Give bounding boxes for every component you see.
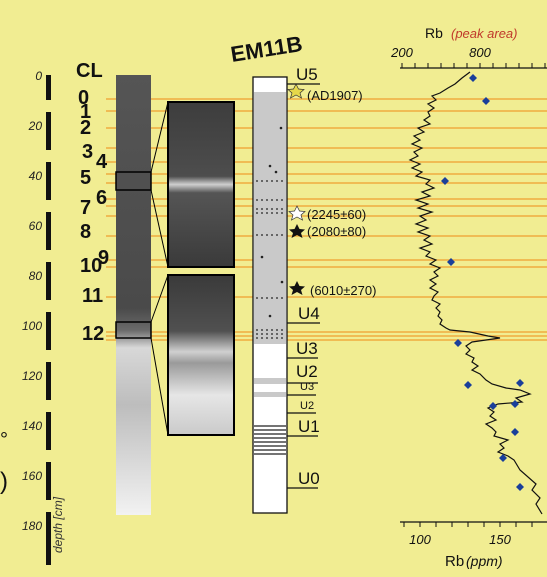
depth-tick-label: 140 bbox=[22, 419, 42, 433]
data-point bbox=[464, 381, 472, 389]
data-point bbox=[482, 97, 490, 105]
rb-plot: 200 800 Rb (peak area) 100 150 Rb (ppm) bbox=[390, 25, 547, 570]
depth-tick-label: 120 bbox=[22, 369, 42, 383]
cl-number: 2 bbox=[80, 117, 91, 139]
core-zoom-lower bbox=[167, 274, 235, 436]
data-point bbox=[469, 74, 477, 82]
cl-number: 6 bbox=[96, 187, 107, 209]
data-point bbox=[516, 379, 524, 387]
date-label: (2080±80) bbox=[307, 224, 366, 239]
depth-tick-label: 180 bbox=[22, 519, 42, 533]
rb-top-unit: (peak area) bbox=[451, 26, 517, 41]
rb-top-tick: 800 bbox=[469, 45, 491, 60]
data-point bbox=[489, 402, 497, 410]
unit-label: U4 bbox=[298, 304, 320, 323]
depth-tick-label: 160 bbox=[22, 469, 42, 483]
cl-header: CL bbox=[76, 60, 103, 82]
cl-number: 3 bbox=[82, 141, 93, 163]
cl-number: 0 bbox=[78, 87, 89, 109]
cl-number: 7 bbox=[80, 197, 91, 219]
depth-tick-label: 40 bbox=[29, 169, 43, 183]
data-point bbox=[454, 339, 462, 347]
star-icon bbox=[289, 281, 305, 295]
rb-bottom-unit: (ppm) bbox=[466, 553, 503, 569]
unit-label: U2 bbox=[300, 400, 314, 412]
cl-number: 9 bbox=[98, 247, 109, 269]
edge-glyph: ) bbox=[0, 468, 8, 495]
core-scan bbox=[116, 75, 151, 515]
data-point bbox=[511, 428, 519, 436]
cl-number: 5 bbox=[80, 167, 91, 189]
data-point bbox=[516, 483, 524, 491]
rb-bottom-title: Rb bbox=[445, 553, 464, 570]
depth-axis: 0 20 40 60 80 100 120 140 160 180 depth [cm] bbox=[22, 69, 65, 565]
rb-top-title: Rb bbox=[425, 25, 443, 41]
cl-number: 4 bbox=[96, 151, 108, 173]
unit-label: U0 bbox=[298, 469, 320, 488]
unit-label: U3 bbox=[296, 339, 318, 358]
core-zoom-upper bbox=[167, 101, 235, 268]
date-label: (6010±270) bbox=[310, 283, 376, 298]
data-point bbox=[447, 258, 455, 266]
rb-bottom-tick: 150 bbox=[489, 532, 511, 547]
rb-peak-area-curve bbox=[408, 71, 543, 515]
unit-label: U1 bbox=[298, 417, 320, 436]
star-icon bbox=[289, 224, 305, 238]
depth-tick-label: 60 bbox=[29, 219, 43, 233]
date-label: (AD1907) bbox=[307, 88, 363, 103]
cl-number: 8 bbox=[80, 221, 91, 243]
edge-glyph: ° bbox=[0, 429, 8, 451]
depth-tick-label: 100 bbox=[22, 319, 42, 333]
unit-label: U3 bbox=[300, 381, 314, 393]
cl-number: 10 bbox=[80, 255, 102, 277]
star-icon bbox=[287, 83, 305, 99]
unit-label: U2 bbox=[296, 362, 318, 381]
data-point bbox=[511, 400, 519, 408]
depth-tick-label: 0 bbox=[35, 69, 42, 83]
depth-tick-label: 20 bbox=[28, 119, 43, 133]
cl-number: 12 bbox=[82, 323, 104, 345]
date-markers bbox=[287, 83, 306, 295]
date-label: (2245±60) bbox=[307, 207, 366, 222]
data-point bbox=[499, 454, 507, 462]
depth-axis-label: depth [cm] bbox=[51, 496, 65, 553]
cl-number: 11 bbox=[82, 285, 103, 307]
data-point bbox=[441, 177, 449, 185]
star-icon bbox=[288, 205, 306, 221]
core-log bbox=[252, 76, 288, 514]
cl-number: 1 bbox=[80, 101, 91, 123]
core-title: EM11B bbox=[229, 31, 304, 67]
unit-label: U5 bbox=[296, 65, 318, 84]
rb-ppm-points bbox=[441, 74, 524, 491]
rb-top-tick: 200 bbox=[390, 45, 413, 60]
depth-tick-label: 80 bbox=[29, 269, 43, 283]
rb-bottom-tick: 100 bbox=[409, 532, 431, 547]
